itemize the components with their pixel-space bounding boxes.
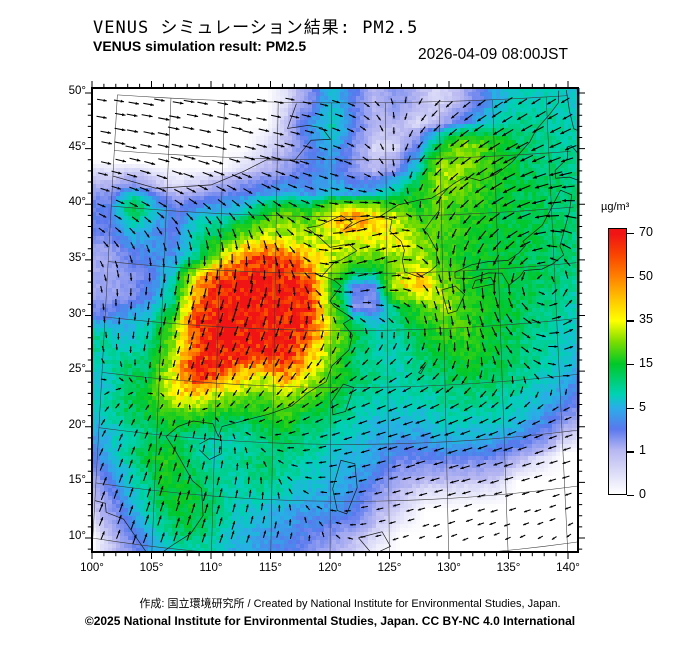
lat-tick-label: 40° <box>68 196 86 209</box>
page-title-english: VENUS simulation result: PM2.5 <box>93 38 307 54</box>
lon-tick-label: 125° <box>377 562 402 574</box>
colorbar-tick-label: 5 <box>639 399 646 414</box>
lat-tick-label: 50° <box>68 85 86 97</box>
colorbar-tick-mark <box>627 451 634 453</box>
lon-tick-label: 115° <box>259 562 282 574</box>
lat-tick-label: 15° <box>68 474 86 487</box>
colorbar-tick-mark <box>627 407 634 409</box>
page-title-japanese: VENUS シミュレーション結果: PM2.5 <box>93 18 419 38</box>
colorbar-tick-mark <box>627 364 634 366</box>
lat-tick-label: 20° <box>68 418 86 431</box>
datetime-label: 2026-04-09 08:00JST <box>418 46 568 63</box>
colorbar-tick-mark <box>627 276 634 278</box>
colorbar-tick-label: 15 <box>639 356 653 370</box>
colorbar-tick-mark <box>627 495 634 497</box>
colorbar-tick-label: 35 <box>639 312 653 327</box>
lon-tick-label: 140° <box>556 562 580 574</box>
lat-tick-label: 10° <box>68 530 86 542</box>
lon-tick-label: 120° <box>318 562 342 574</box>
colorbar-unit-label: µg/m³ <box>601 201 630 213</box>
colorbar-gradient <box>608 228 627 495</box>
colorbar-tick-mark <box>627 320 634 322</box>
colorbar-tick-mark <box>627 233 634 235</box>
colorbar-tick-label: 0 <box>639 487 646 501</box>
footer-copyright: ©2025 National Institute for Environment… <box>84 614 576 628</box>
pm25-map-canvas <box>84 80 586 562</box>
lat-tick-label: 35° <box>68 251 86 264</box>
lon-tick-label: 110° <box>199 562 223 574</box>
lon-tick-label: 135° <box>496 562 521 574</box>
lat-tick-label: 25° <box>68 363 86 376</box>
lat-tick-label: 30° <box>68 307 86 320</box>
colorbar-tick-label: 70 <box>639 225 653 239</box>
lon-tick-label: 130° <box>437 562 461 574</box>
lon-tick-label: 100° <box>80 562 104 574</box>
colorbar-tick-label: 1 <box>639 443 646 458</box>
lat-tick-label: 45° <box>68 140 86 153</box>
lon-tick-label: 105° <box>139 562 164 574</box>
footer-credit: 作成: 国立環境研究所 / Created by National Instit… <box>139 598 561 610</box>
colorbar-tick-label: 50 <box>639 268 653 283</box>
